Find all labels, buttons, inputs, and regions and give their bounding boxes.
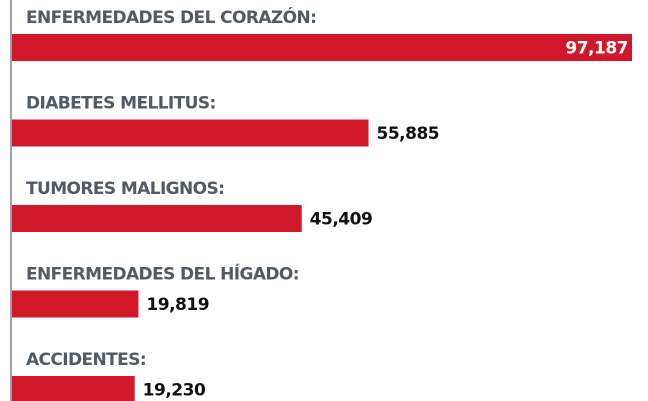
value-label: 97,187 <box>565 39 628 59</box>
value-label: 45,409 <box>310 210 373 230</box>
bar <box>12 34 632 61</box>
category-label: ACCIDENTES: <box>26 350 146 370</box>
value-label: 55,885 <box>377 124 440 144</box>
value-label: 19,230 <box>143 381 206 401</box>
value-label: 19,819 <box>146 295 209 315</box>
category-label: DIABETES MELLITUS: <box>26 94 216 114</box>
category-label: ENFERMEDADES DEL CORAZÓN: <box>26 6 316 28</box>
category-label: ENFERMEDADES DEL HÍGADO: <box>26 263 299 285</box>
bar <box>12 290 139 318</box>
category-label: TUMORES MALIGNOS: <box>26 179 224 199</box>
bar <box>12 376 135 401</box>
bar <box>12 119 369 147</box>
bar <box>12 205 302 232</box>
